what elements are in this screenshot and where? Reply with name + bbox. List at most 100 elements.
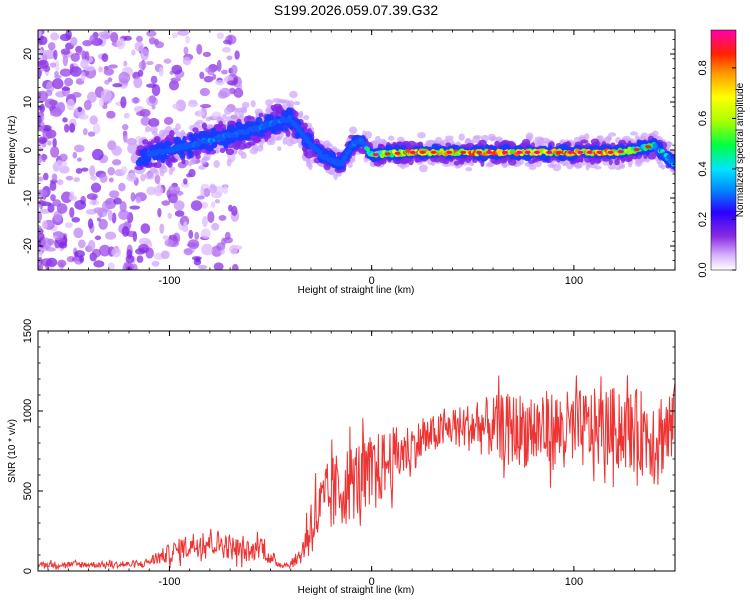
spectrogram-cell — [486, 150, 493, 154]
spectrogram-cell — [49, 109, 62, 117]
spectrogram-cell — [110, 31, 119, 43]
spectrogram-cell — [80, 71, 86, 82]
spectrogram-cell — [202, 156, 210, 161]
spectrogram-cell — [384, 152, 391, 156]
spectrogram-cell — [250, 100, 256, 108]
spectrogram-cell — [121, 226, 130, 237]
spectrogram-cell — [179, 151, 186, 159]
spectrogram-cell — [96, 217, 101, 222]
spectrogram-cell — [73, 227, 84, 239]
spectrogram-cell — [286, 100, 295, 107]
x-tick-label: 0 — [369, 576, 375, 588]
spectrogram-cell — [188, 133, 194, 140]
spectrogram-cell — [55, 159, 68, 168]
spectrogram-cell — [233, 87, 244, 98]
spectrogram-cell — [219, 147, 226, 154]
spectrogram-cell — [566, 162, 574, 170]
spectrogram-cell — [157, 207, 162, 218]
spectrogram-cell — [89, 199, 100, 206]
spectrogram-cell — [207, 211, 215, 223]
snr-x-ticks: -100 0 100 — [47, 331, 676, 588]
spectrogram-heatmap — [38, 30, 675, 270]
spectrogram-cell — [617, 150, 624, 154]
spectrogram-cell — [164, 238, 174, 247]
spectrogram-cell — [265, 99, 274, 107]
spectrogram-cell — [98, 66, 104, 73]
spectrogram-cell — [202, 215, 208, 228]
spectrogram-cell — [187, 239, 200, 250]
spectrogram-cell — [82, 128, 88, 136]
spectrogram-cell — [633, 147, 640, 152]
spectrogram-cell — [135, 159, 143, 167]
spectrogram-cell — [123, 112, 130, 119]
spectrogram-cell — [343, 155, 349, 160]
spectrogram-cell — [147, 171, 155, 180]
spectrogram-cell — [181, 159, 186, 165]
spectrogram-x-label: Height of straight line (km) — [298, 285, 415, 296]
spectrogram-cell — [82, 39, 93, 47]
spectrogram-y-ticks: -20 -10 0 10 20 — [22, 29, 675, 271]
spectrogram-cell — [207, 69, 215, 76]
spectrogram-cell — [73, 144, 85, 153]
spectrogram-cell — [77, 239, 86, 249]
spectrogram-cell — [669, 154, 675, 161]
spectrogram-cell — [87, 209, 95, 215]
spectrogram-cell — [499, 157, 508, 164]
spectrogram-cell — [162, 235, 169, 240]
spectrogram-cell — [628, 163, 633, 168]
spectrogram-cell — [111, 247, 121, 258]
spectrogram-cell — [81, 167, 89, 172]
spectrogram-cell — [348, 126, 358, 135]
spectrogram-cell — [586, 150, 593, 154]
spectrogram-cell — [47, 140, 52, 146]
spectrogram-cell — [235, 121, 243, 129]
spectrogram-cell — [230, 64, 238, 75]
spectrogram-cell — [213, 160, 220, 168]
spectrogram-cell — [148, 37, 156, 45]
spectrogram-cell — [277, 146, 282, 151]
spectrogram-cell — [177, 30, 189, 36]
spectrogram-cell — [197, 134, 205, 139]
spectrogram-cell — [556, 150, 563, 154]
spectrogram-cell — [250, 116, 255, 124]
spectrogram-cell — [160, 132, 166, 141]
spectrogram-cell — [419, 155, 425, 160]
spectrogram-cell — [660, 149, 665, 154]
spectrogram-cell — [87, 131, 96, 137]
spectrogram-cell — [38, 153, 43, 165]
spectrogram-cell — [639, 135, 647, 141]
spectrogram-cell — [75, 45, 83, 54]
snr-x-label: Height of straight line (km) — [298, 585, 415, 596]
spectrogram-cell — [146, 186, 157, 196]
spectrogram-cell — [574, 163, 582, 169]
spectrogram-cell — [249, 147, 258, 155]
snr-series-line — [38, 375, 675, 571]
spectrogram-cell — [211, 222, 220, 231]
colorbar-tick-label: 0.6 — [697, 111, 709, 126]
spectrogram-cell — [294, 101, 301, 106]
y-tick-label: 10 — [22, 96, 34, 108]
spectrogram-cell — [121, 165, 128, 174]
spectrogram-cell — [167, 161, 173, 168]
spectrogram-cell — [203, 75, 214, 83]
spectrogram-cell — [501, 162, 510, 167]
spectrogram-cell — [38, 264, 44, 270]
spectrogram-cell — [87, 91, 97, 103]
spectrogram-cell — [54, 60, 60, 72]
spectrogram-cell — [49, 181, 57, 192]
spectrogram-cell — [127, 142, 139, 154]
spectrogram-cell — [231, 263, 239, 270]
spectrogram-cell — [216, 32, 225, 40]
spectrogram-cell — [607, 136, 612, 142]
spectrogram-cell — [163, 116, 174, 125]
x-tick-label: -100 — [158, 275, 180, 287]
spectrogram-cell — [98, 31, 111, 38]
spectrogram-cell — [446, 150, 453, 154]
spectrogram-cell — [330, 153, 336, 159]
spectrogram-cell — [241, 107, 248, 114]
spectrogram-cell — [501, 150, 508, 154]
spectrogram-cell — [105, 231, 117, 240]
x-tick-label: -100 — [158, 576, 180, 588]
spectrogram-cell — [213, 262, 224, 270]
spectrogram-cell — [146, 83, 157, 88]
